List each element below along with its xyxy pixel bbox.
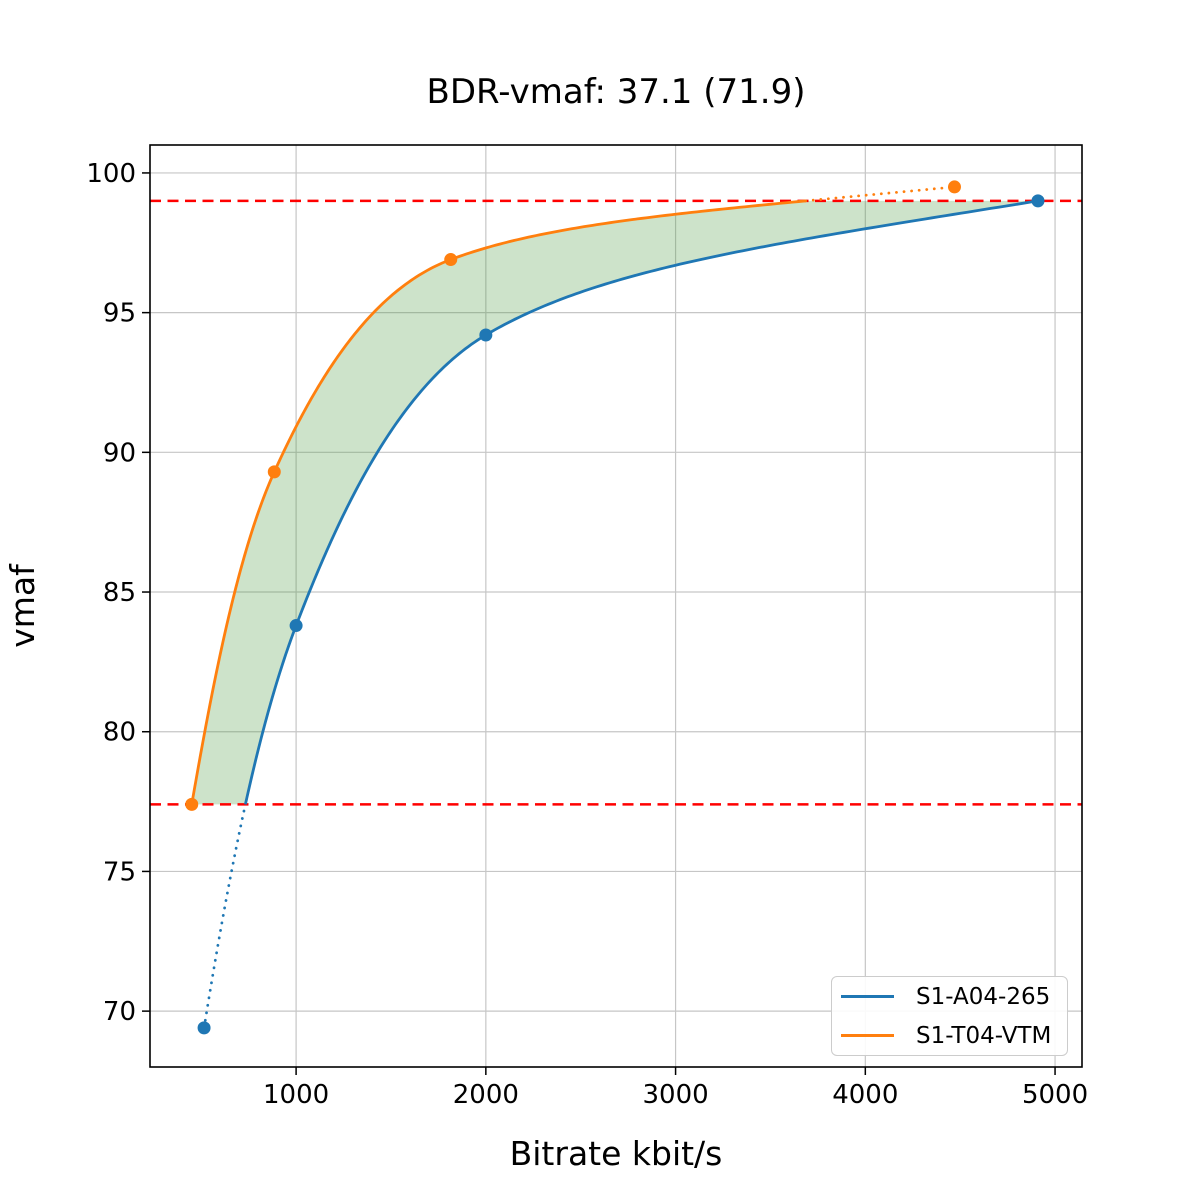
data-point-marker bbox=[1031, 194, 1045, 208]
legend-label: S1-A04-265 bbox=[916, 983, 1051, 1010]
x-tick-label: 1000 bbox=[263, 1080, 329, 1110]
x-axis-label: Bitrate kbit/s bbox=[509, 1134, 723, 1173]
y-tick-label: 80 bbox=[103, 718, 136, 748]
series-curve-s1-t04-vtm bbox=[190, 199, 806, 805]
legend: S1-A04-265 S1-T04-VTM bbox=[831, 976, 1068, 1056]
legend-row-s1-t04-vtm: S1-T04-VTM bbox=[832, 1016, 1067, 1055]
chart-layers: 1000 2000 3000 4000 5000 70 75 80 85 90 95 100 bbox=[86, 145, 1088, 1110]
legend-line-sample-orange bbox=[841, 1034, 894, 1037]
legend-row-s1-a04-265: S1-A04-265 bbox=[832, 977, 1067, 1016]
y-tick-label: 70 bbox=[103, 997, 136, 1027]
y-axis-label: vmaf bbox=[3, 563, 42, 648]
x-tick-label: 5000 bbox=[1022, 1080, 1088, 1110]
y-tick-label: 95 bbox=[103, 299, 136, 329]
data-point-marker bbox=[289, 619, 303, 633]
series-curve-dotted-s1-a04-265 bbox=[202, 802, 247, 1030]
data-point-marker bbox=[197, 1021, 211, 1035]
series-curve-s1-a04-265 bbox=[244, 199, 1039, 805]
y-tick-label: 85 bbox=[103, 578, 136, 608]
x-tick-label: 4000 bbox=[832, 1080, 898, 1110]
data-point-marker bbox=[267, 465, 281, 479]
bd-shaded-region bbox=[191, 200, 1038, 805]
x-tick-label: 2000 bbox=[453, 1080, 519, 1110]
series-curve-dotted-s1-t04-vtm bbox=[804, 185, 956, 203]
legend-line-sample-blue bbox=[841, 995, 894, 998]
y-tick-label: 75 bbox=[103, 857, 136, 887]
x-tick-label: 3000 bbox=[642, 1080, 708, 1110]
data-point-marker bbox=[444, 253, 458, 267]
data-point-marker bbox=[947, 180, 961, 194]
chart-title: BDR-vmaf: 37.1 (71.9) bbox=[426, 72, 806, 112]
data-point-marker bbox=[479, 328, 493, 342]
legend-label: S1-T04-VTM bbox=[916, 1022, 1052, 1049]
data-point-marker bbox=[185, 797, 199, 811]
plot-border bbox=[149, 144, 1083, 1068]
y-tick-label: 90 bbox=[103, 438, 136, 468]
y-tick-label: 100 bbox=[86, 159, 136, 189]
